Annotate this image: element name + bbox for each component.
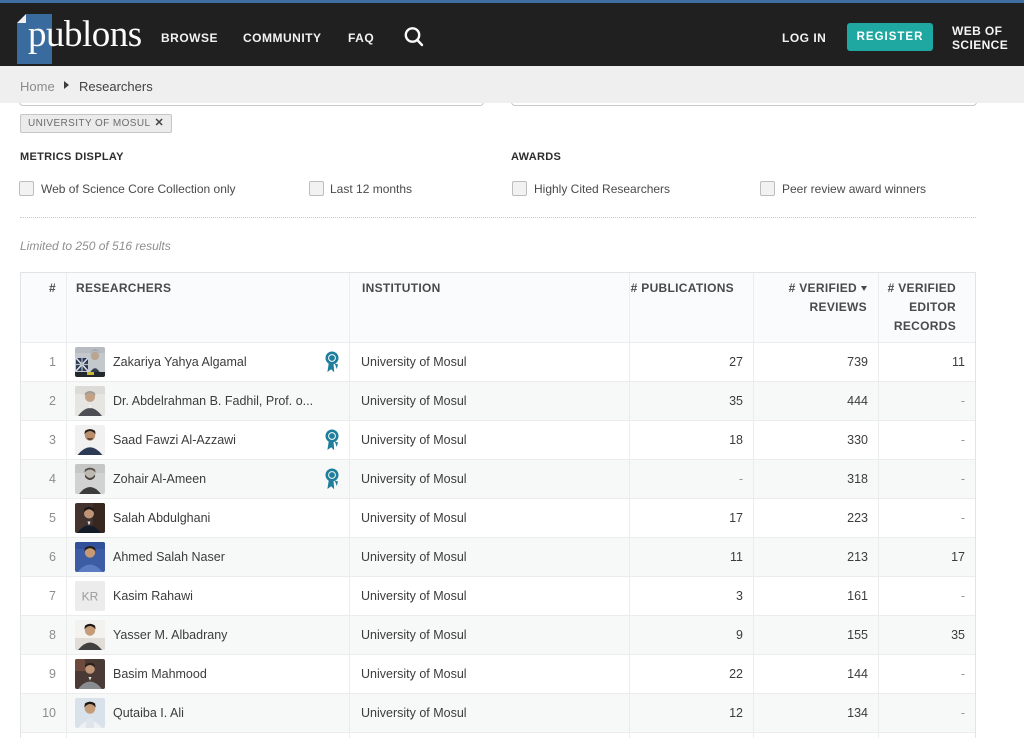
svg-text:KR: KR [82,590,99,604]
